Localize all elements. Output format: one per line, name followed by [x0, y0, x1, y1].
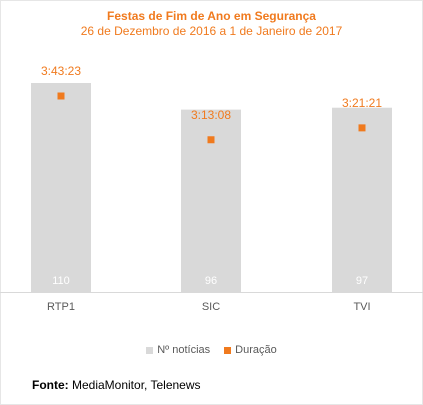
bar-value-label-tvi: 97 — [356, 275, 368, 287]
chart-legend: Nº notícias Duração — [0, 344, 423, 356]
bar-rtp1 — [31, 83, 91, 292]
legend-swatch-duration — [224, 346, 232, 354]
source-note: Fonte: MediaMonitor, Telenews — [32, 378, 201, 392]
bar-value-label-rtp1: 110 — [52, 275, 70, 287]
legend-item-news: Nº notícias — [146, 344, 210, 356]
duration-label-tvi: 3:21:21 — [342, 96, 382, 110]
legend-label-duration: Duração — [235, 344, 277, 356]
chart-title: Festas de Fim de Ano em Segurança — [107, 9, 316, 23]
legend-swatch-news — [146, 346, 154, 354]
x-tick-label-rtp1: RTP1 — [47, 301, 75, 313]
x-tick-label-sic: SIC — [202, 301, 220, 313]
bar-tvi — [332, 107, 392, 292]
source-prefix: Fonte: — [32, 378, 69, 392]
source-text: MediaMonitor, Telenews — [68, 378, 201, 392]
bar-value-label-sic: 96 — [205, 275, 217, 287]
duration-marker-sic — [207, 136, 215, 144]
legend-label-news: Nº notícias — [157, 344, 211, 356]
duration-marker-rtp1 — [57, 92, 65, 100]
duration-marker-tvi — [358, 124, 366, 132]
duration-label-sic: 3:13:08 — [191, 108, 231, 122]
x-tick-label-tvi: TVI — [353, 301, 370, 313]
legend-item-duration: Duração — [224, 344, 277, 356]
chart-subtitle: 26 de Dezembro de 2016 a 1 de Janeiro de… — [80, 24, 343, 38]
chart-plot: 110 3:43:23 RTP1 96 3:13:08 SIC 97 3:21:21 TVI — [0, 64, 423, 313]
duration-label-rtp1: 3:43:23 — [41, 64, 81, 78]
